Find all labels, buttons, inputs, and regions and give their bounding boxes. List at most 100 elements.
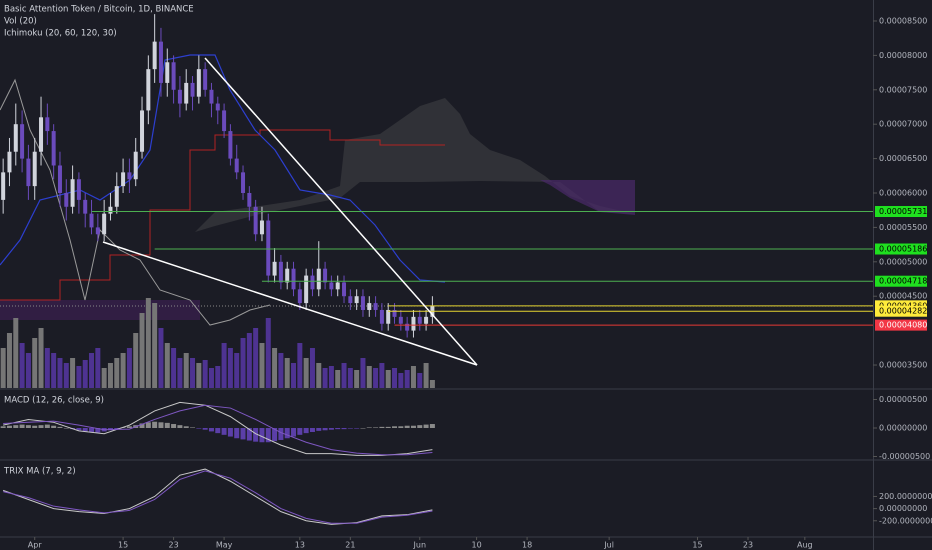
volume-bar (82, 360, 88, 388)
volume-bar (404, 370, 410, 388)
candle-body (26, 158, 31, 187)
candle-body (379, 309, 384, 324)
indicator-label: Vol (20) (4, 17, 37, 27)
volume-bar (272, 348, 278, 388)
histogram-bar (38, 425, 44, 429)
histogram-bar (126, 426, 132, 429)
volume-bar (202, 360, 208, 388)
histogram-bar (366, 427, 372, 429)
y-tick-label: 200.00000000 (879, 492, 932, 501)
histogram-bar (385, 426, 391, 429)
candle-body (417, 316, 422, 324)
volume-bar (89, 353, 95, 388)
volume-bar (164, 343, 170, 388)
indicator-line (3, 470, 433, 524)
volume-bar (152, 303, 158, 388)
histogram-bar (316, 428, 322, 431)
candle-body (83, 199, 88, 214)
histogram-bar (309, 428, 315, 432)
x-tick-label: 23 (743, 541, 753, 550)
volume-bar (177, 358, 183, 388)
candle-body (203, 69, 208, 90)
candle-body (76, 179, 81, 200)
volume-bar (379, 363, 385, 388)
volume-bar (341, 363, 347, 388)
y-tick-label: 0.00005500 (879, 223, 927, 232)
candle-body (247, 193, 252, 207)
y-tick-label: 0.00000500 (879, 395, 927, 404)
candle-body (140, 110, 145, 152)
histogram-bar (392, 426, 398, 429)
histogram-bar (328, 428, 334, 430)
candle-body (64, 193, 69, 207)
candle-body (51, 131, 56, 166)
x-tick-label: Apr (28, 541, 43, 550)
candle-body (386, 309, 391, 324)
volume-bar (246, 333, 252, 388)
histogram-bar (303, 428, 309, 434)
x-tick-label: Jul (603, 541, 614, 550)
candle-body (241, 172, 246, 194)
volume-bar (208, 368, 214, 388)
x-tick-label: Aug (797, 541, 813, 550)
histogram-bar (360, 428, 366, 429)
volume-bar (410, 366, 416, 388)
histogram-bar (76, 428, 82, 431)
volume-bar (347, 368, 353, 388)
volume-bar (114, 358, 120, 388)
ichimoku-base-line (0, 129, 445, 301)
volume-bar (253, 328, 259, 388)
histogram-bar (51, 425, 57, 429)
price-tag-label: 0.00004080 (879, 321, 927, 330)
x-tick-label: May (216, 541, 233, 550)
volume-bar (385, 370, 391, 388)
histogram-bar (398, 426, 404, 429)
candle-body (171, 62, 176, 90)
histogram-bar (57, 426, 63, 429)
histogram-bar (25, 425, 31, 429)
indicator-line (3, 404, 433, 456)
histogram-bar (410, 425, 416, 429)
histogram-bar (272, 428, 278, 442)
histogram-bar (190, 427, 196, 429)
histogram-bar (373, 427, 379, 429)
volume-bar (227, 348, 233, 388)
candle-body (329, 282, 334, 290)
histogram-bar (215, 428, 221, 434)
histogram-bar (208, 428, 214, 432)
volume-bar (196, 363, 202, 388)
candle-body (310, 275, 315, 290)
histogram-bar (335, 428, 341, 430)
histogram-bar (246, 428, 252, 441)
histogram-bar (19, 424, 25, 429)
histogram-bar (227, 428, 233, 437)
candle-body (177, 89, 182, 104)
volume-bar (133, 333, 139, 388)
volume-bar (6, 333, 12, 388)
candle-body (285, 268, 290, 283)
price-tag (875, 305, 927, 317)
volume-bar (354, 370, 360, 388)
volume-bar (76, 366, 82, 388)
trend-line (102, 241, 478, 366)
price-tag-label: 0.00004282 (879, 307, 927, 316)
candle-body (411, 316, 416, 331)
volume-bar (316, 363, 322, 388)
histogram-bar (417, 425, 423, 429)
volume-bar (297, 343, 303, 388)
histogram-bar (284, 428, 290, 439)
histogram-bar (44, 424, 50, 429)
histogram-bar (379, 426, 385, 429)
volume-bar (101, 368, 107, 388)
candle-body (259, 220, 264, 235)
x-tick-label: 10 (471, 541, 481, 550)
volume-bar (360, 358, 366, 388)
x-tick-label: 23 (168, 541, 178, 550)
candle-body (405, 323, 410, 331)
volume-bar (429, 380, 435, 388)
histogram-bar (291, 428, 297, 437)
histogram-bar (6, 425, 12, 429)
volume-bar (215, 366, 221, 388)
